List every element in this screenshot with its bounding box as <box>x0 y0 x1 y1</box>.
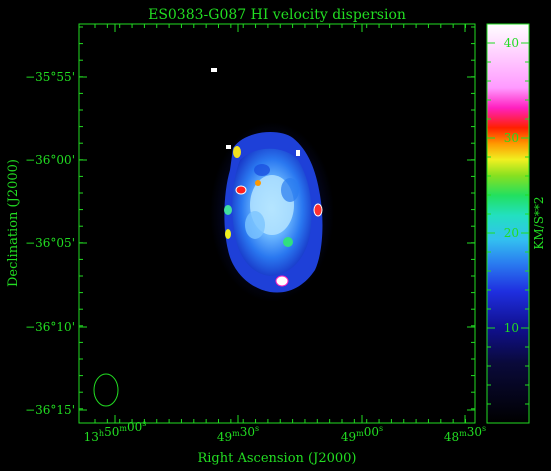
y-tick-label: −36°10' <box>25 320 75 334</box>
y-tick-label: −36°05' <box>25 236 75 250</box>
colorbar-tick-label: 20 <box>504 226 519 240</box>
x-tick-label: 49m00s <box>341 424 383 444</box>
colorbar-tick-label: 30 <box>504 131 519 145</box>
x-tick-label: 13h50m00s <box>84 419 147 444</box>
colorbar-tick-label: 40 <box>504 36 519 50</box>
plot-title: ES0383-G087 HI velocity dispersion <box>148 7 406 23</box>
y-axis-label: Declination (J2000) <box>6 159 21 287</box>
y-axis-ticks: −35°55' −36°00' −36°05' −36°10' −36°15' <box>25 26 475 417</box>
y-tick-label: −36°00' <box>25 153 75 167</box>
x-axis-label: Right Ascension (J2000) <box>197 451 356 466</box>
x-tick-label: 48m30s <box>444 424 486 444</box>
galaxy-dispersion-map <box>210 68 334 302</box>
x-axis-ticks: 13h50m00s 49m30s 49m00s 48m30s <box>84 24 486 444</box>
colorbar-label: KM/S**2 <box>532 196 546 249</box>
colorbar-tick-label: 10 <box>504 321 519 335</box>
x-tick-label: 49m30s <box>217 424 259 444</box>
colorbar <box>486 23 530 424</box>
y-tick-label: −36°15' <box>25 403 75 417</box>
beam-ellipse <box>93 373 119 407</box>
colorbar-ticks: 10 20 30 40 <box>487 36 529 405</box>
y-tick-label: −35°55' <box>25 70 75 84</box>
